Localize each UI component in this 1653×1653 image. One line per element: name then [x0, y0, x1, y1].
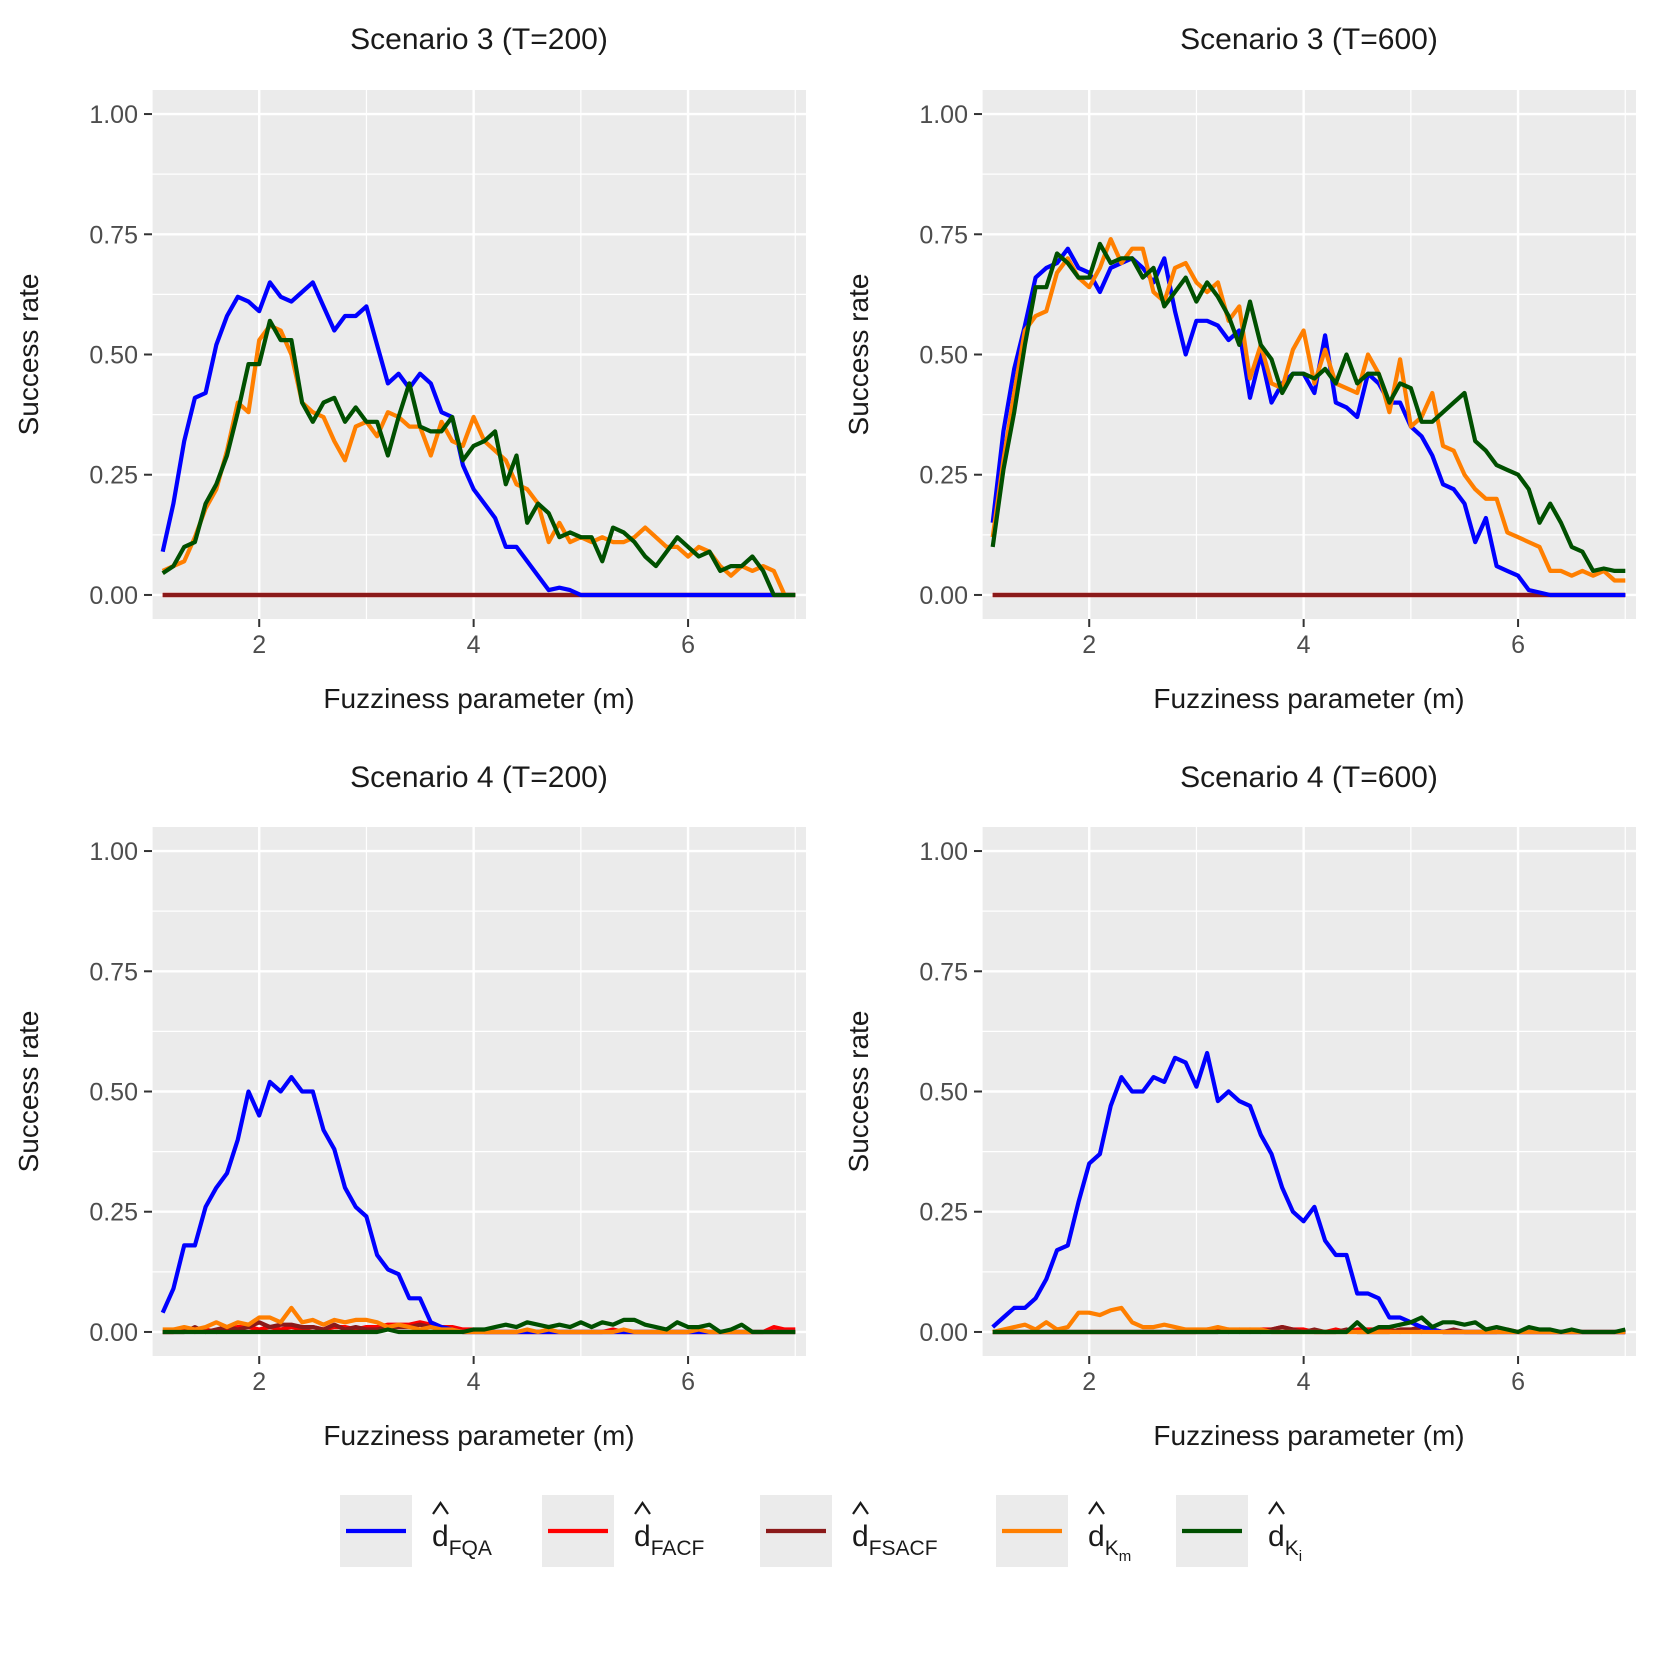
y-tick-label: 0.00 [919, 1319, 968, 1347]
legend-item-fsacf: dFSACF [760, 1495, 938, 1567]
panel-2: 0.00 0.25 0.50 0.75 1.00 2 4 6 Scenario 3 (T=600… [843, 23, 1636, 714]
legend-item-facf: dFACF [542, 1495, 704, 1567]
panel-title: Scenario 4 (T=600) [1180, 761, 1438, 794]
y-axis-title: Success rate [843, 1011, 874, 1173]
legend-symbol: d [852, 1520, 869, 1553]
y-tick-label: 0.50 [919, 342, 968, 370]
y-tick-label: 0.25 [919, 1199, 968, 1227]
y-axis-title: Success rate [13, 1011, 44, 1173]
x-tick-label: 2 [252, 631, 266, 659]
y-tick-label: 0.75 [89, 221, 138, 249]
x-tick-label: 2 [1082, 631, 1096, 659]
y-tick-label: 0.00 [919, 582, 968, 610]
series-line-ki [162, 1317, 796, 1335]
y-tick-label: 0.25 [919, 462, 968, 490]
series-line-ki [992, 1315, 1626, 1335]
legend-subscript: K [1105, 1537, 1119, 1560]
y-tick-label: 0.50 [89, 342, 138, 370]
x-tick-label: 6 [1511, 1368, 1525, 1396]
legend-symbol: d [1088, 1520, 1105, 1553]
y-tick-label: 0.50 [89, 1079, 138, 1107]
y-axis-title: Success rate [13, 274, 44, 436]
series-line-km [990, 237, 1626, 583]
panel-1: 0.00 0.25 0.50 0.75 1.00 2 4 6 Scenario 3 (T=200… [13, 23, 806, 714]
series-line-fqa [990, 246, 1626, 598]
legend-label: dFQA [432, 1520, 492, 1560]
y-axis-title: Success rate [843, 274, 874, 436]
x-axis-title: Fuzziness parameter (m) [323, 1420, 634, 1451]
y-tick-label: 0.50 [919, 1079, 968, 1107]
x-tick-label: 6 [681, 1368, 695, 1396]
legend-subscript: FQA [449, 1537, 492, 1560]
y-tick-label: 0.00 [89, 582, 138, 610]
series-line-ki [161, 318, 796, 598]
legend-label: dKm [1088, 1520, 1131, 1565]
y-tick-label: 1.00 [919, 101, 968, 129]
x-tick-label: 6 [1511, 631, 1525, 659]
x-axis-title: Fuzziness parameter (m) [323, 683, 634, 714]
hat-accent-icon [634, 1501, 651, 1515]
x-tick-label: 2 [1082, 1368, 1096, 1396]
hat-accent-icon [852, 1501, 869, 1515]
hat-accent-icon [432, 1501, 449, 1515]
series-line-ki [990, 241, 1626, 574]
x-axis-title: Fuzziness parameter (m) [1153, 1420, 1464, 1451]
y-tick-label: 1.00 [89, 838, 138, 866]
legend-label: dKi [1268, 1520, 1302, 1565]
y-tick-label: 0.25 [89, 462, 138, 490]
y-tick-label: 0.75 [919, 958, 968, 986]
legend-subscript: FACF [651, 1537, 705, 1560]
y-tick-label: 0.75 [89, 958, 138, 986]
y-tick-label: 0.75 [919, 221, 968, 249]
legend-symbol: d [432, 1520, 449, 1553]
y-tick-label: 1.00 [89, 101, 138, 129]
y-tick-label: 0.00 [89, 1319, 138, 1347]
x-tick-label: 6 [681, 631, 695, 659]
x-tick-label: 2 [252, 1368, 266, 1396]
panel-title: Scenario 3 (T=200) [350, 23, 608, 56]
y-tick-label: 0.25 [89, 1199, 138, 1227]
legend-item-fqa: dFQA [340, 1495, 492, 1567]
panel-4: 0.00 0.25 0.50 0.75 1.00 2 4 6 Scenario 4 (T=600… [843, 761, 1636, 1451]
series-line-fqa [160, 280, 796, 598]
legend-subscript: FSACF [869, 1537, 938, 1560]
legend-subscript: K [1285, 1537, 1299, 1560]
legend-label: dFACF [634, 1520, 704, 1560]
legend-subsubscript: i [1299, 1548, 1302, 1565]
panel-title: Scenario 4 (T=200) [350, 761, 608, 794]
legend-subsubscript: m [1119, 1548, 1132, 1565]
x-tick-label: 4 [467, 631, 481, 659]
x-tick-label: 4 [1297, 631, 1311, 659]
legend-item-ki: dKi [1176, 1495, 1302, 1567]
legend-item-km: dKm [996, 1495, 1131, 1567]
panel-3: 0.00 0.25 0.50 0.75 1.00 2 4 6 Scenario 4 (T=200… [13, 761, 806, 1451]
legend-symbol: d [1268, 1520, 1285, 1553]
x-axis-title: Fuzziness parameter (m) [1153, 683, 1464, 714]
x-tick-label: 4 [467, 1368, 481, 1396]
legend-symbol: d [634, 1520, 651, 1553]
panel-title: Scenario 3 (T=600) [1180, 23, 1438, 56]
x-tick-label: 4 [1297, 1368, 1311, 1396]
series-line-km [162, 1305, 796, 1335]
hat-accent-icon [1088, 1501, 1105, 1515]
y-tick-label: 1.00 [919, 838, 968, 866]
hat-accent-icon [1268, 1501, 1285, 1515]
legend-label: dFSACF [852, 1520, 938, 1560]
